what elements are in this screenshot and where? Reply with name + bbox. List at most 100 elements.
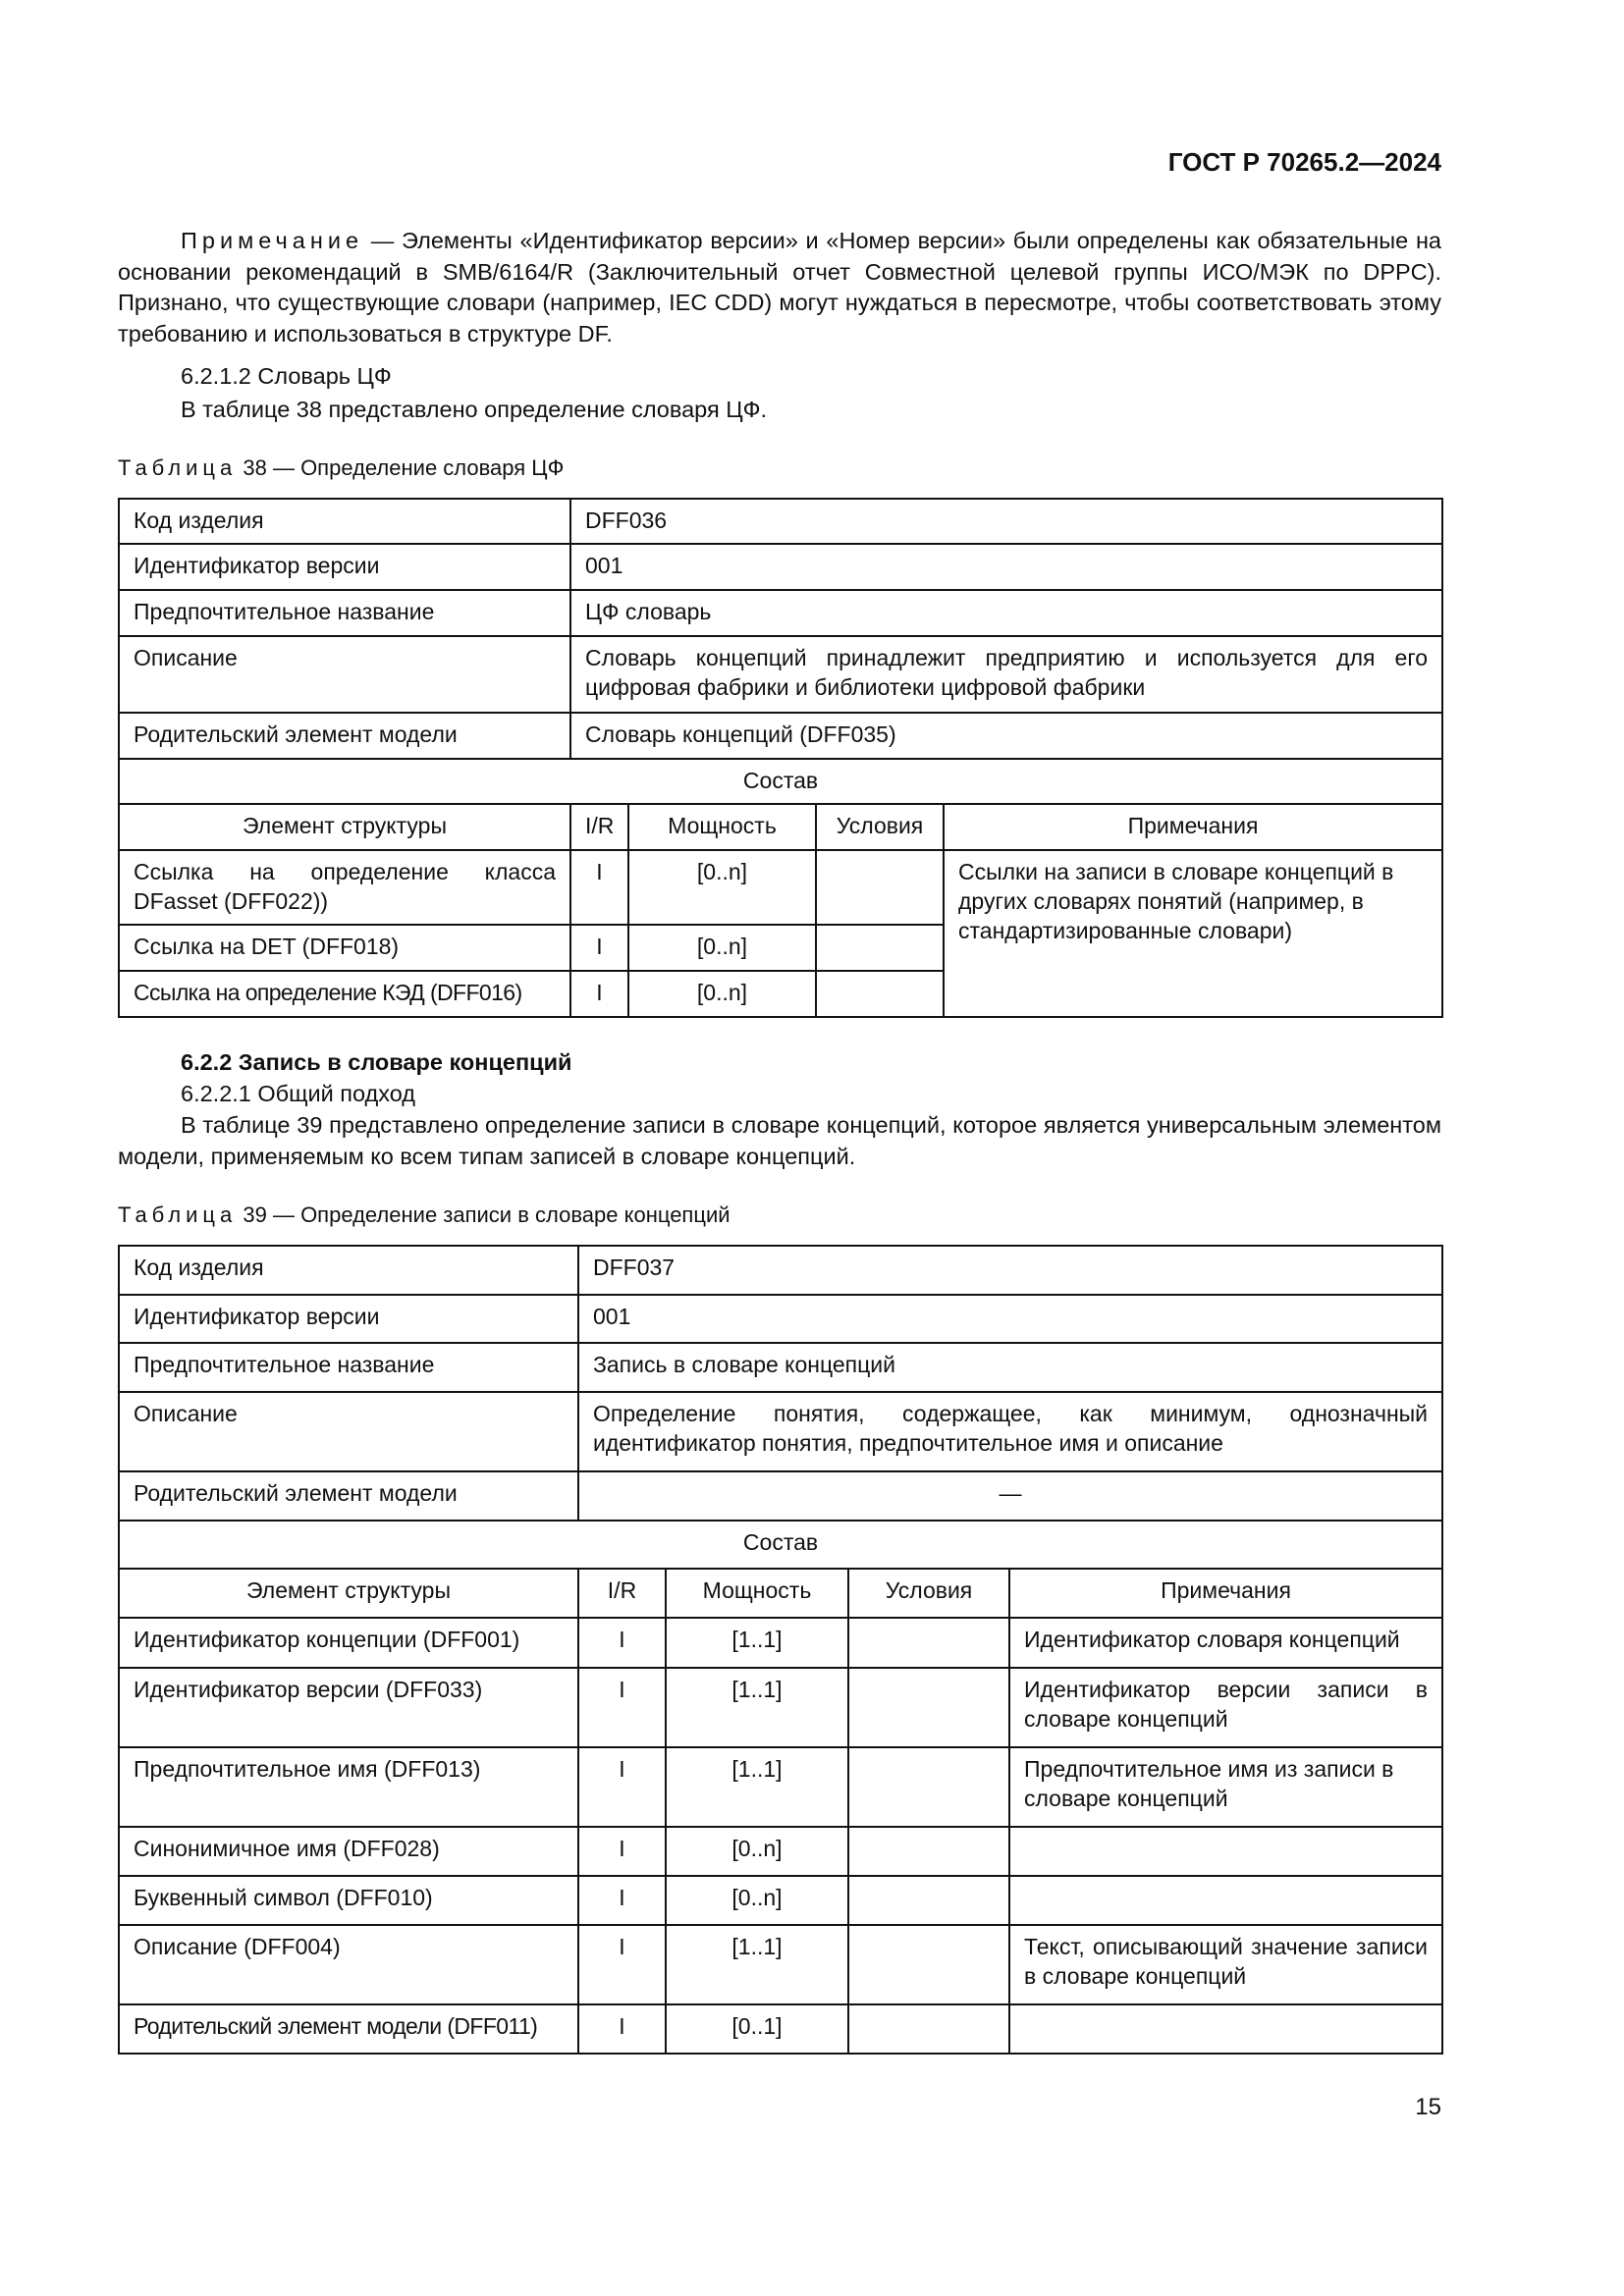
note-label: Примечание (181, 228, 364, 253)
caption-label: Таблица (118, 455, 238, 480)
notes-cell: Идентификатор словаря концепций (1007, 1617, 1444, 1669)
structure-element: Предпочтительное имя (DFF013) (118, 1746, 579, 1828)
column-header: Условия (847, 1568, 1010, 1619)
ir-cell: I (577, 1875, 667, 1926)
column-header: Условия (815, 803, 945, 851)
conditions-cell (847, 2003, 1010, 2055)
table-row: Состав (117, 758, 1444, 805)
table-row: Ссылка на определение класса DFasset (DF… (118, 849, 1444, 1018)
note-paragraph: Примечание — Элементы «Идентификатор вер… (118, 226, 1441, 349)
section-heading-622: 6.2.2 Запись в словаре концепций (181, 1049, 572, 1075)
cardinality-cell: [0..1] (665, 2003, 849, 2055)
table-header-row: Элемент структуры I/R Мощность Условия П… (118, 1568, 1444, 1619)
prop-value: DFF037 (576, 1245, 1444, 1296)
prop-value: Словарь концепций (DFF035) (568, 712, 1444, 760)
conditions-cell (847, 1746, 1010, 1828)
table-header-row: Элемент структуры I/R Мощность Условия П… (118, 803, 1444, 851)
cardinality-cell: [0..n] (665, 1875, 849, 1926)
ir-cell: I (577, 1746, 667, 1828)
structure-element: Идентификатор концепции (DFF001) (118, 1617, 579, 1669)
note-text: — Элементы «Идентификатор версии» и «Ном… (118, 228, 1441, 347)
cardinality-cell: [1..1] (665, 1667, 849, 1748)
cardinality-cell: [1..1] (665, 1617, 849, 1669)
section-subheading-6221: 6.2.2.1 Общий подход (181, 1081, 415, 1106)
structure-element: Ссылка на определение класса DFasset (DF… (118, 849, 571, 926)
prop-value: Запись в словаре концепций (576, 1342, 1444, 1393)
ir-cell: I (569, 970, 629, 1018)
ir-cell: I (569, 849, 629, 926)
prop-value: Словарь концепций принадлежит предприяти… (568, 635, 1444, 714)
column-header: Примечания (942, 803, 1444, 851)
prop-value: 001 (576, 1294, 1444, 1344)
column-header: I/R (569, 803, 629, 851)
prop-value: DFF036 (568, 498, 1444, 545)
notes-cell (1007, 1875, 1444, 1926)
caption-text: 39 — Определение записи в словаре концеп… (237, 1202, 731, 1227)
table-row: Состав (117, 1520, 1444, 1570)
prop-key: Описание (118, 635, 571, 714)
notes-cell: Текст, описывающий значение записи в сло… (1007, 1924, 1444, 2005)
table-row: Описание Словарь концепций принадлежит пр… (118, 635, 1444, 714)
prop-key: Описание (118, 1391, 579, 1472)
table38-caption: Таблица 38 — Определение словаря ЦФ (118, 455, 564, 481)
table-39: Код изделия DFF037 Идентификатор версии 00… (117, 1245, 1444, 2055)
table-row: Идентификатор версии (DFF033) I [1..1] И… (118, 1667, 1444, 1748)
table-row: Идентификатор версии 001 (118, 543, 1444, 591)
ir-cell: I (569, 924, 629, 972)
document-id: ГОСТ Р 70265.2—2024 (1167, 147, 1441, 177)
prop-key: Предпочтительное название (118, 1342, 579, 1393)
prop-key: Идентификатор версии (118, 543, 571, 591)
prop-key: Предпочтительное название (118, 589, 571, 637)
cardinality-cell: [1..1] (665, 1746, 849, 1828)
structure-element: Родительский элемент модели (DFF011) (118, 2003, 579, 2055)
prop-key: Код изделия (118, 1245, 579, 1296)
conditions-cell (847, 1924, 1010, 2005)
ir-cell: I (577, 1617, 667, 1669)
table-row: Предпочтительное имя (DFF013) I [1..1] П… (118, 1746, 1444, 1828)
prop-value: ЦФ словарь (568, 589, 1444, 637)
prop-value: — (576, 1470, 1444, 1522)
composition-header: Состав (117, 758, 1444, 805)
table-row: Ссылка на DET (DFF018) I [0..n] (118, 924, 1442, 972)
table-row: Синонимичное имя (DFF028) I [0..n] (118, 1826, 1444, 1877)
prop-key: Код изделия (118, 498, 571, 545)
conditions-cell (815, 849, 945, 926)
column-header: Элемент структуры (118, 803, 571, 851)
conditions-cell (815, 924, 945, 972)
table-row: Предпочтительное название ЦФ словарь (118, 589, 1444, 637)
prop-value: Определение понятия, содержащее, как мин… (576, 1391, 1444, 1472)
column-header: Мощность (665, 1568, 849, 1619)
ir-cell: I (577, 1667, 667, 1748)
page-number: 15 (1415, 2094, 1441, 2120)
prop-key: Родительский элемент модели (118, 1470, 579, 1522)
structure-element: Буквенный символ (DFF010) (118, 1875, 579, 1926)
cardinality-cell: [0..n] (627, 924, 817, 972)
notes-cell (1007, 1826, 1444, 1877)
structure-element: Ссылка на определение КЭД (DFF016) (118, 970, 571, 1018)
column-header: I/R (577, 1568, 667, 1619)
table-row: Родительский элемент модели — (118, 1470, 1444, 1522)
notes-cell: Ссылки на записи в словаре концепций в д… (942, 849, 1444, 1018)
caption-label: Таблица (118, 1202, 238, 1227)
table-row: Предпочтительное название Запись в словар… (118, 1342, 1444, 1393)
table-row: Описание (DFF004) I [1..1] Текст, описыв… (118, 1924, 1444, 2005)
ir-cell: I (577, 1924, 667, 2005)
cardinality-cell: [0..n] (627, 970, 817, 1018)
cardinality-cell: [0..n] (627, 849, 817, 926)
section-heading-6212: 6.2.1.2 Словарь ЦФ (181, 363, 392, 389)
conditions-cell (847, 1667, 1010, 1748)
prop-value: 001 (568, 543, 1444, 591)
table-row: Идентификатор версии 001 (118, 1294, 1444, 1344)
cardinality-cell: [0..n] (665, 1826, 849, 1877)
notes-cell (1007, 2003, 1444, 2055)
table39-caption: Таблица 39 — Определение записи в словар… (118, 1202, 731, 1228)
prop-key: Идентификатор версии (118, 1294, 579, 1344)
structure-element: Синонимичное имя (DFF028) (118, 1826, 579, 1877)
cardinality-cell: [1..1] (665, 1924, 849, 2005)
section-text-6212: В таблице 38 представлено определение сл… (181, 397, 767, 422)
conditions-cell (847, 1826, 1010, 1877)
column-header: Элемент структуры (118, 1568, 579, 1619)
table-row: Идентификатор концепции (DFF001) I [1..1… (118, 1617, 1444, 1669)
prop-key: Родительский элемент модели (118, 712, 571, 760)
structure-element: Ссылка на DET (DFF018) (118, 924, 571, 972)
